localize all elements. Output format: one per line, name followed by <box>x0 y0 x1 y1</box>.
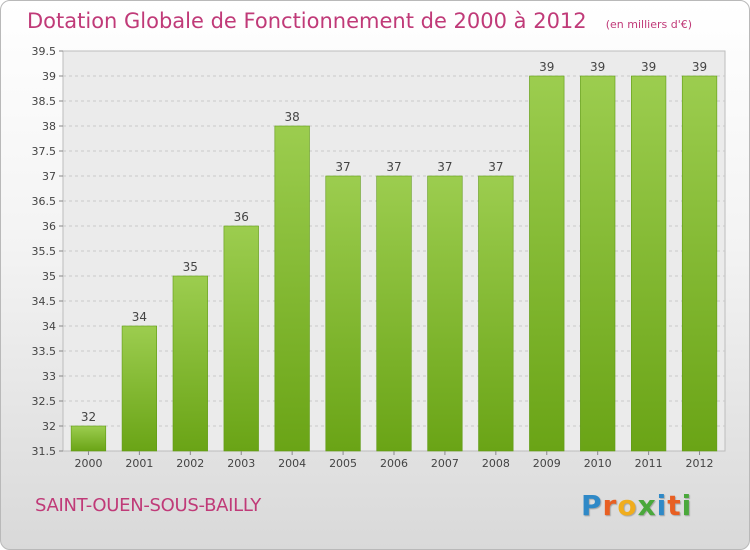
x-tick-label: 2004 <box>278 457 306 470</box>
bar <box>274 125 310 452</box>
y-tick-label: 38.5 <box>32 95 57 108</box>
bar <box>70 425 107 452</box>
logo-letter: i <box>681 489 693 522</box>
y-tick-label: 39 <box>42 70 56 83</box>
data-label: 39 <box>641 60 656 74</box>
bar <box>172 275 208 452</box>
data-label: 34 <box>132 310 147 324</box>
commune-name: SAINT-OUEN-SOUS-BAILLY <box>35 495 261 516</box>
bar <box>580 75 616 452</box>
x-tick-label: 2005 <box>329 457 357 470</box>
x-tick-label: 2010 <box>584 457 612 470</box>
data-label: 37 <box>437 160 452 174</box>
y-tick-label: 34 <box>42 320 56 333</box>
data-label: 32 <box>81 410 96 424</box>
bar <box>376 175 412 452</box>
y-tick-label: 36 <box>42 220 56 233</box>
x-tick-label: 2001 <box>125 457 153 470</box>
data-label: 39 <box>539 60 554 74</box>
bar <box>223 225 259 452</box>
data-label: 37 <box>488 160 503 174</box>
bars: 32 34 35 36 38 37 37 37 37 39 39 39 39 <box>70 60 718 452</box>
y-tick-label: 34.5 <box>32 295 57 308</box>
logo-letter: r <box>602 489 618 522</box>
x-tick-label: 2009 <box>533 457 561 470</box>
y-tick-label: 38 <box>42 120 56 133</box>
data-label: 37 <box>386 160 401 174</box>
data-label: 38 <box>285 110 300 124</box>
bar <box>121 325 157 452</box>
bar <box>631 75 667 452</box>
y-tick-label: 33 <box>42 370 56 383</box>
x-tick-label: 2000 <box>74 457 102 470</box>
logo-letter: i <box>656 489 668 522</box>
chart-unit: (en milliers d'€) <box>605 18 693 31</box>
y-tick-label: 33.5 <box>32 345 57 358</box>
logo-letter: t <box>667 489 682 522</box>
y-tick-label: 37.5 <box>32 145 57 158</box>
y-tick-label: 36.5 <box>32 195 57 208</box>
data-label: 39 <box>692 60 707 74</box>
data-label: 37 <box>335 160 350 174</box>
y-tick-label: 37 <box>42 170 56 183</box>
x-tick-label: 2007 <box>431 457 459 470</box>
x-axis-ticks: 2000 2001 2002 2003 2004 2005 2006 2007 2008 2009… <box>74 451 714 470</box>
chart-title: Dotation Globale de Fonctionnement de 20… <box>27 9 587 33</box>
x-tick-label: 2012 <box>686 457 714 470</box>
x-tick-label: 2003 <box>227 457 255 470</box>
y-tick-label: 31.5 <box>32 445 57 458</box>
y-axis-ticks: 31.5 32 32.5 33 33.5 34 34.5 35 35.5 36 36.5 37 37.5… <box>32 45 63 458</box>
bar <box>681 75 718 452</box>
bar <box>427 175 463 452</box>
y-tick-label: 35.5 <box>32 245 57 258</box>
y-tick-label: 32 <box>42 420 56 433</box>
x-tick-label: 2011 <box>635 457 663 470</box>
x-tick-label: 2008 <box>482 457 510 470</box>
y-tick-label: 35 <box>42 270 56 283</box>
logo-letter: P <box>581 489 603 522</box>
x-tick-label: 2006 <box>380 457 408 470</box>
proxiti-logo: Proxiti <box>581 489 692 522</box>
bar <box>325 175 361 452</box>
logo-letter: x <box>637 489 657 522</box>
y-tick-label: 32.5 <box>32 395 57 408</box>
data-label: 39 <box>590 60 605 74</box>
title-line: Dotation Globale de Fonctionnement de 20… <box>27 9 692 33</box>
logo-letter: o <box>617 489 638 522</box>
bar <box>529 75 565 452</box>
bar <box>478 175 514 452</box>
data-label: 36 <box>234 210 249 224</box>
x-tick-label: 2002 <box>176 457 204 470</box>
data-label: 35 <box>183 260 198 274</box>
y-tick-label: 39.5 <box>32 45 57 58</box>
